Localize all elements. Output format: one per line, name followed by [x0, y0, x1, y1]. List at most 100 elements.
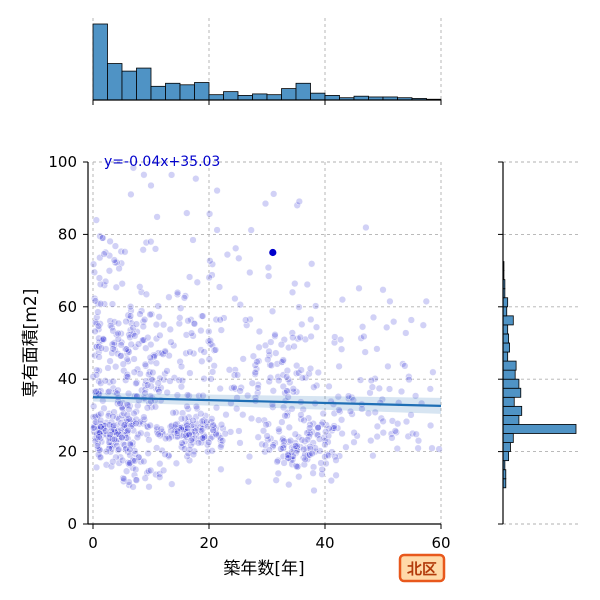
x-axis-title: 築年数[年] [223, 559, 304, 579]
scatter-point [131, 332, 139, 340]
scatter-point [335, 362, 343, 371]
scatter-point [100, 250, 108, 258]
scatter-point [114, 319, 123, 328]
y-axis-title: 専有面積[m2] [21, 289, 41, 398]
scatter-point [358, 405, 366, 413]
scatter-point [129, 483, 137, 491]
scatter-point [132, 475, 140, 484]
scatter-point [270, 190, 278, 198]
scatter-point [388, 434, 396, 442]
scatter-point [304, 414, 313, 422]
scatter-point [281, 412, 289, 420]
scatter-point [277, 445, 285, 453]
scatter-point [323, 451, 331, 459]
scatter-point [212, 404, 221, 412]
scatter-point [265, 347, 273, 356]
scatter-point [173, 427, 182, 435]
scatter-point [371, 375, 379, 383]
scatter-point [244, 391, 252, 400]
scatter-point [125, 481, 133, 489]
scatter-point [163, 388, 171, 397]
scatter-point [108, 300, 117, 308]
scatter-point [272, 476, 280, 484]
scatter-point [153, 444, 161, 452]
scatter-point [280, 459, 288, 467]
scatter-point [253, 358, 261, 366]
right-histogram-bar [502, 342, 510, 353]
scatter-point [125, 405, 133, 413]
scatter-point [147, 466, 155, 475]
scatter-point [205, 355, 213, 363]
scatter-point [206, 336, 214, 345]
scatter-point [186, 369, 194, 377]
scatter-point [291, 279, 299, 288]
scatter-point [247, 226, 255, 234]
scatter-point [290, 342, 298, 351]
top-histogram-bar [266, 94, 282, 101]
scatter-point [166, 325, 174, 334]
scatter-point [144, 449, 152, 457]
x-tick-label: 20 [199, 534, 218, 552]
scatter-point [208, 447, 216, 455]
scatter-point [216, 384, 224, 393]
scatter-point [245, 452, 254, 461]
highlighted-point [269, 248, 277, 257]
scatter-point [156, 460, 164, 468]
scatter-point [206, 257, 214, 265]
scatter-point [293, 361, 301, 370]
scatter-point [392, 428, 400, 436]
scatter-point [334, 393, 342, 401]
scatter-point [143, 404, 152, 412]
scatter-point [173, 290, 182, 299]
scatter-point [426, 421, 435, 430]
scatter-point [273, 458, 281, 466]
scatter-point [153, 213, 161, 221]
scatter-point [324, 451, 333, 460]
scatter-point [213, 186, 221, 195]
scatter-point [190, 349, 198, 358]
scatter-point [146, 353, 154, 362]
scatter-point [140, 315, 149, 324]
scatter-point [152, 320, 161, 329]
scatter-point [346, 407, 355, 416]
scatter-point [268, 307, 277, 315]
scatter-point [163, 367, 171, 375]
scatter-point [124, 426, 132, 435]
scatter-point [184, 317, 192, 325]
scatter-point [217, 443, 225, 451]
scatter-point [139, 246, 147, 254]
scatter-point [114, 446, 122, 454]
scatter-point [114, 329, 122, 338]
scatter-points [89, 164, 443, 495]
scatter-point [300, 445, 308, 454]
scatter-point [194, 439, 203, 447]
scatter-point [94, 322, 103, 330]
scatter-point [296, 333, 304, 342]
scatter-point [300, 416, 308, 424]
scatter-point [160, 375, 168, 384]
regression-equation: y=-0.04x+35.03 [104, 154, 220, 170]
scatter-point [367, 376, 375, 385]
scatter-point [142, 238, 150, 247]
scatter-point [96, 453, 105, 462]
scatter-point [275, 427, 283, 436]
scatter-point [235, 427, 243, 435]
scatter-point [92, 463, 101, 472]
scatter-point [199, 312, 207, 320]
right-histogram-bar [502, 360, 517, 371]
scatter-point [114, 335, 122, 343]
scatter-point [312, 323, 321, 331]
scatter-point [125, 348, 133, 356]
scatter-point [307, 332, 315, 341]
scatter-point [105, 387, 113, 396]
right-histogram-ticks [498, 161, 503, 525]
top-histogram-bar [92, 23, 108, 101]
scatter-point [198, 357, 206, 365]
scatter-point [335, 406, 343, 414]
scatter-point [289, 333, 297, 342]
scatter-point [136, 370, 144, 378]
scatter-point [111, 242, 120, 250]
scatter-point [361, 348, 369, 356]
scatter-point [126, 303, 135, 311]
scatter-point [146, 310, 154, 319]
